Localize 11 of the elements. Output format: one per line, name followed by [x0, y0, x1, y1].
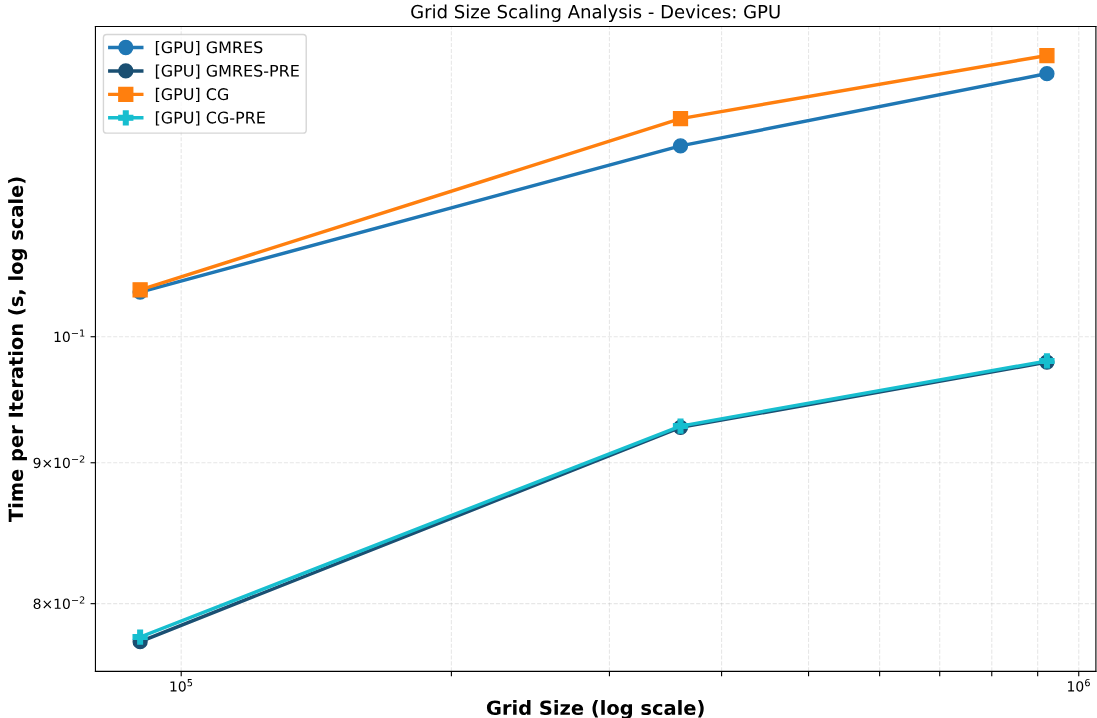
y-tick-label: 8×10$^{−2}$	[33, 596, 85, 610]
legend-label: [GPU] GMRES-PRE	[155, 64, 299, 79]
chart-title: Grid Size Scaling Analysis - Devices: GPU	[411, 4, 780, 22]
y-axis-title: Time per Iteration (s, log scale)	[8, 177, 28, 522]
legend-label: [GPU] CG-PRE	[155, 111, 265, 126]
y-tick-label: 10$^{−1}$	[54, 329, 85, 343]
legend-label: [GPU] GMRES	[155, 40, 263, 56]
legend-label: [GPU] CG	[155, 87, 228, 103]
x-tick-label: 10$^{6}$	[1068, 678, 1090, 692]
x-tick-label: 10$^{5}$	[170, 679, 193, 692]
y-tick-label: 9×10$^{−2}$	[33, 455, 85, 469]
